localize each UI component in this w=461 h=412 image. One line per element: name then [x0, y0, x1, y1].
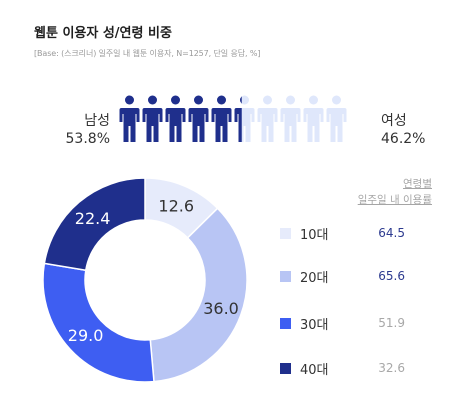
donut-label-40s: 22.4: [75, 209, 111, 228]
person-icon-light: [303, 95, 324, 142]
person-icon-light: [326, 95, 347, 142]
donut-slice-40s: [43, 177, 146, 272]
legend-swatch: [280, 227, 291, 239]
usage-rate-header: 연령별 일주일 내 이용률: [320, 176, 432, 208]
person-icon-dark: [188, 95, 209, 142]
person-icon-dark: [165, 95, 186, 142]
legend-item-10s: 10대 64.5: [280, 224, 405, 243]
legend-label: 40대: [300, 362, 329, 378]
usage-rate-value: 32.6: [378, 361, 405, 375]
person-icon-dark: [234, 96, 242, 142]
donut-label-20s: 36.0: [203, 299, 239, 318]
gender-pictogram: [119, 95, 347, 142]
female-value: 46.2%: [381, 131, 426, 147]
legend-swatch: [280, 317, 291, 329]
person-icon-dark: [211, 95, 232, 142]
person-icon-light: [257, 95, 278, 142]
legend-swatch: [280, 362, 291, 374]
legend-label: 30대: [300, 317, 329, 333]
age-donut-chart: 12.6 36.0 29.0 22.4: [42, 177, 248, 383]
male-label: 남성: [84, 113, 110, 129]
legend-item-40s: 40대 32.6: [280, 359, 405, 378]
donut-slice-20s: [149, 207, 248, 383]
legend-swatch: [280, 270, 291, 282]
legend-item-20s: 20대 65.6: [280, 267, 405, 286]
male-value: 53.8%: [65, 131, 110, 147]
legend-label: 10대: [300, 227, 329, 243]
donut-label-10s: 12.6: [158, 196, 194, 215]
donut-slice-30s: [42, 262, 155, 383]
usage-rate-value: 65.6: [378, 269, 405, 283]
legend-item-30s: 30대 51.9: [280, 314, 405, 333]
chart-subtitle: [Base: (스크리너) 일주일 내 웹툰 이용자, N=1257, 단일 응…: [34, 49, 261, 58]
usage-rate-value: 64.5: [378, 226, 405, 240]
person-icon-light: [280, 95, 301, 142]
male-label-group: 남성 53.8%: [40, 112, 110, 148]
chart-title: 웹툰 이용자 성/연령 비중: [34, 26, 172, 41]
person-icon-dark: [142, 95, 163, 142]
legend-label: 20대: [300, 270, 329, 286]
person-icon-dark: [119, 95, 140, 142]
usage-rate-header-line2: 일주일 내 이용률: [357, 194, 432, 206]
female-label-group: 여성 46.2%: [381, 112, 451, 148]
donut-label-30s: 29.0: [68, 326, 104, 345]
usage-rate-value: 51.9: [378, 316, 405, 330]
female-label: 여성: [381, 113, 407, 129]
usage-rate-header-line1: 연령별: [403, 178, 432, 190]
